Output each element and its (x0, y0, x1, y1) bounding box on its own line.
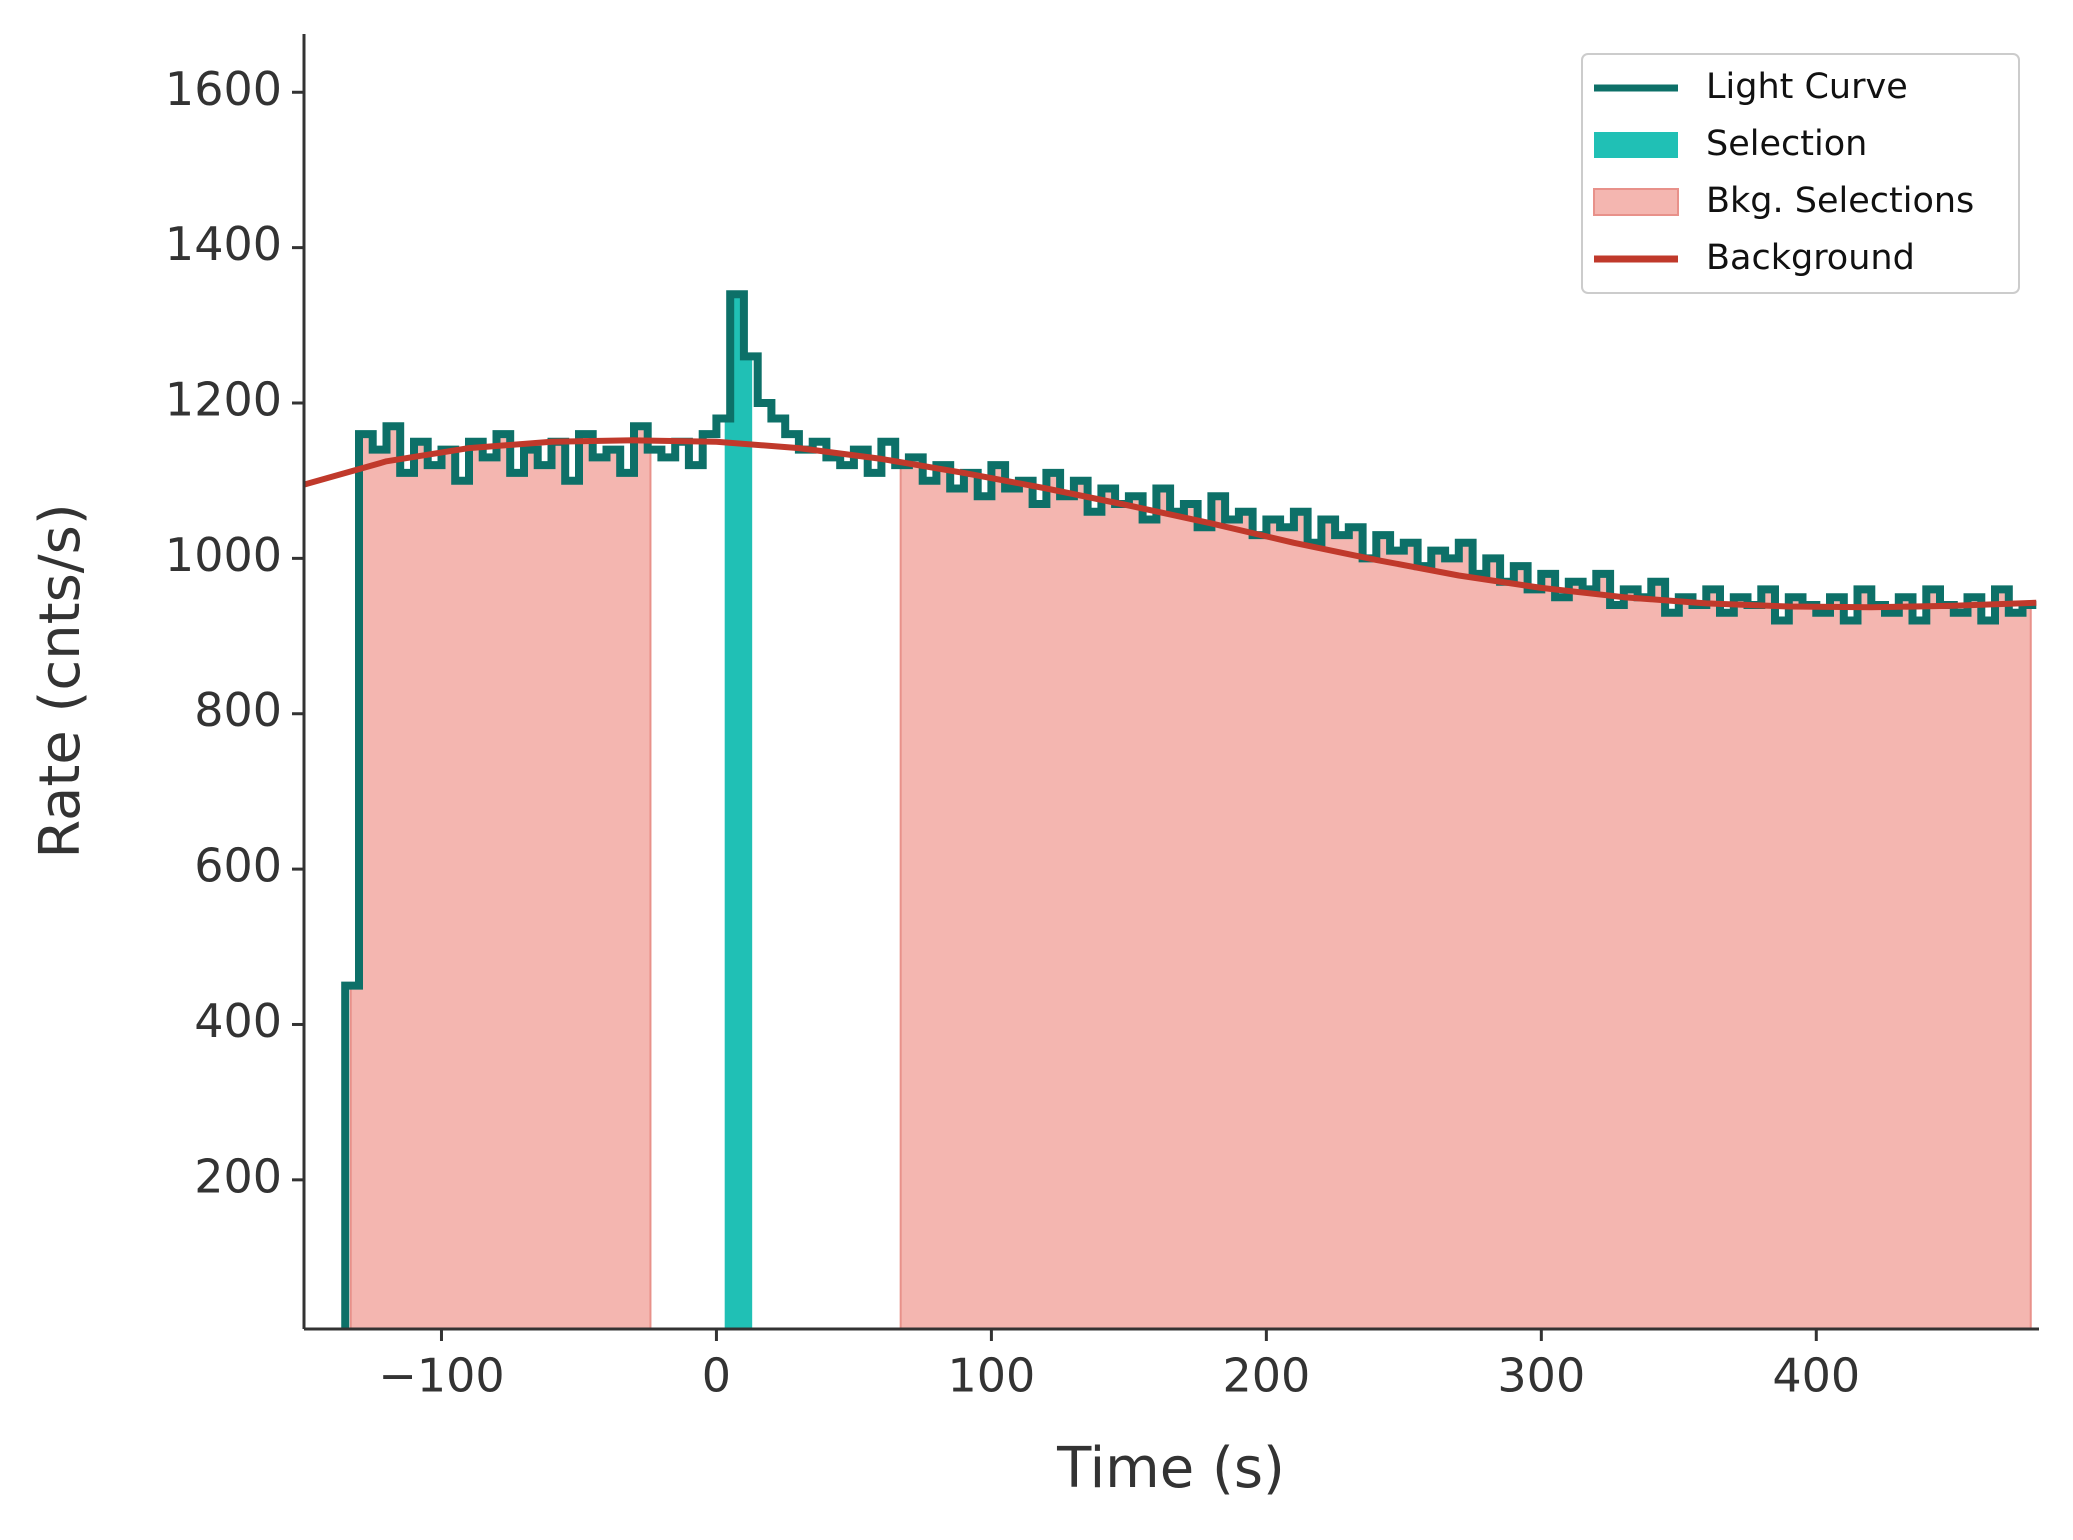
x-tick-label: 300 (1497, 1349, 1585, 1403)
y-tick-label: 1000 (165, 528, 282, 582)
legend-label: Bkg. Selections (1706, 181, 1974, 221)
legend-box (1581, 53, 2020, 294)
y-tick-label: 1400 (165, 217, 282, 271)
selection (724, 294, 753, 1329)
x-tick-label: −100 (378, 1349, 504, 1403)
x-axis-label: Time (s) (1056, 1436, 1285, 1501)
x-tick-label: 0 (702, 1349, 731, 1403)
y-tick-label: 200 (194, 1149, 282, 1203)
axes: 200 400 600 800 1000 1200 1400 1600 −100 0 100 200 3… (165, 34, 2039, 1403)
y-tick-label: 400 (194, 994, 282, 1048)
lines (303, 290, 2037, 1330)
legend-swatch (1594, 132, 1678, 158)
legend-label: Light Curve (1706, 67, 1908, 107)
bkg-selection (349, 294, 652, 1330)
y-tick-label: 1600 (165, 62, 282, 116)
y-tick-label: 800 (194, 683, 282, 737)
x-tick-label: 200 (1222, 1349, 1310, 1403)
x-tick-label: 400 (1772, 1349, 1860, 1403)
y-axis-label: Rate (cnts/s) (28, 503, 93, 858)
y-tick-label: 600 (194, 839, 282, 893)
legend-label: Selection (1706, 124, 1867, 164)
legend: Light Curve Selection Bkg. Selections Backg… (1581, 53, 2020, 294)
background-line (303, 437, 2037, 611)
legend-label: Background (1706, 238, 1915, 278)
legend-swatch (1593, 188, 1679, 216)
y-tick-label: 1200 (165, 373, 282, 427)
x-tick-label: 100 (947, 1349, 1035, 1403)
